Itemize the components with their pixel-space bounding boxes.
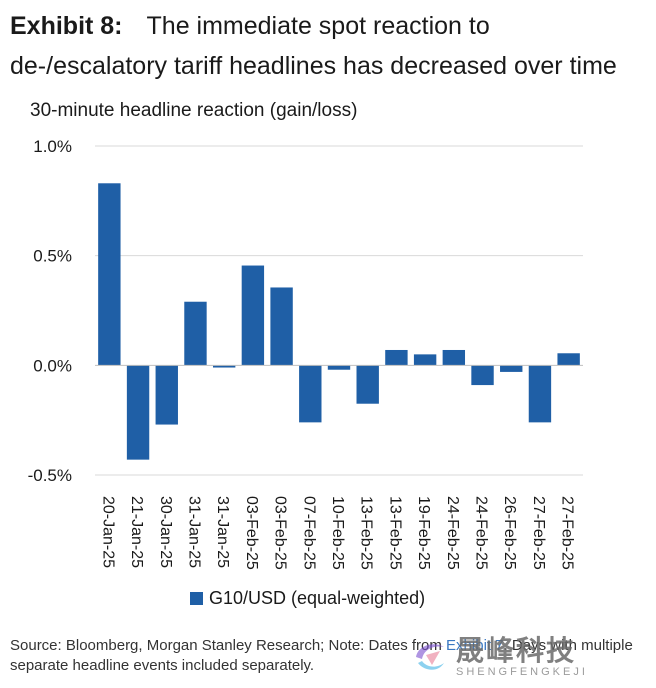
bar [557,353,580,366]
bar [270,287,293,366]
y-tick-label: 1.0% [33,137,72,156]
x-tick-label: 31-Jan-25 [214,496,231,568]
x-tick-label: 26-Feb-25 [501,496,518,570]
x-tick-label: 24-Feb-25 [473,496,490,570]
x-tick-label: 10-Feb-25 [329,496,346,570]
legend-swatch [190,592,203,605]
y-tick-label: 0.0% [33,356,72,375]
watermark-en: SHENGFENGKEJI [456,666,588,678]
x-axis-ticks: 20-Jan-25 21-Jan-25 30-Jan-25 31-Jan-25 31-J… [99,496,575,570]
y-axis-ticks: 1.0% 0.5% 0.0% -0.5% [28,137,72,485]
x-tick-label: 07-Feb-25 [300,496,317,570]
legend: G10/USD (equal-weighted) [190,588,425,609]
legend-label: G10/USD (equal-weighted) [209,588,426,608]
x-tick-label: 27-Feb-25 [530,496,547,570]
bar [126,365,150,460]
x-tick-label: 03-Feb-25 [243,496,260,570]
x-tick-label: 13-Feb-25 [358,496,375,570]
y-tick-label: -0.5% [28,466,72,485]
x-tick-label: 13-Feb-25 [386,496,403,570]
x-tick-label: 19-Feb-25 [415,496,432,570]
watermark-cn: 晟峰科技 [456,635,577,666]
bar [471,365,494,386]
chart-title: 30-minute headline reaction (gain/loss) [30,100,358,121]
source-prefix: Source: Bloomberg, Morgan Stanley Resear… [10,637,447,654]
source-suffix: . Days with multiple separate headline e… [10,637,633,674]
x-tick-label: 31-Jan-25 [185,496,202,568]
bar [356,365,379,404]
watermark-logo-icon [416,644,444,670]
x-tick-label: 27-Feb-25 [559,496,576,570]
bar [500,365,523,372]
watermark: 晟峰科技 SHENGFENGKEJI [410,636,588,678]
bar [327,365,351,370]
bars [98,183,580,460]
bar [98,183,121,366]
x-tick-label: 24-Feb-25 [444,496,461,570]
bar [413,354,437,366]
x-tick-label: 20-Jan-25 [99,496,116,568]
bar [212,365,236,368]
bar [385,349,408,366]
bar [155,365,178,425]
bar [299,365,322,423]
bar [442,349,466,366]
exhibit-link[interactable]: Exhibit 7 [446,637,504,654]
y-tick-label: 0.5% [33,247,72,266]
x-tick-label: 21-Jan-25 [128,496,145,568]
x-tick-label: 30-Jan-25 [157,496,174,568]
exhibit-title: The immediate spot reaction to de-/escal… [10,12,617,80]
bar [241,265,265,366]
bar [528,365,552,423]
x-tick-label: 03-Feb-25 [272,496,289,570]
bar [184,301,207,366]
gridlines [95,145,583,476]
exhibit-label: Exhibit 8: [10,12,123,40]
exhibit-heading: Exhibit 8: The immediate spot reaction to… [10,6,650,86]
source-note: Source: Bloomberg, Morgan Stanley Resear… [10,636,646,676]
